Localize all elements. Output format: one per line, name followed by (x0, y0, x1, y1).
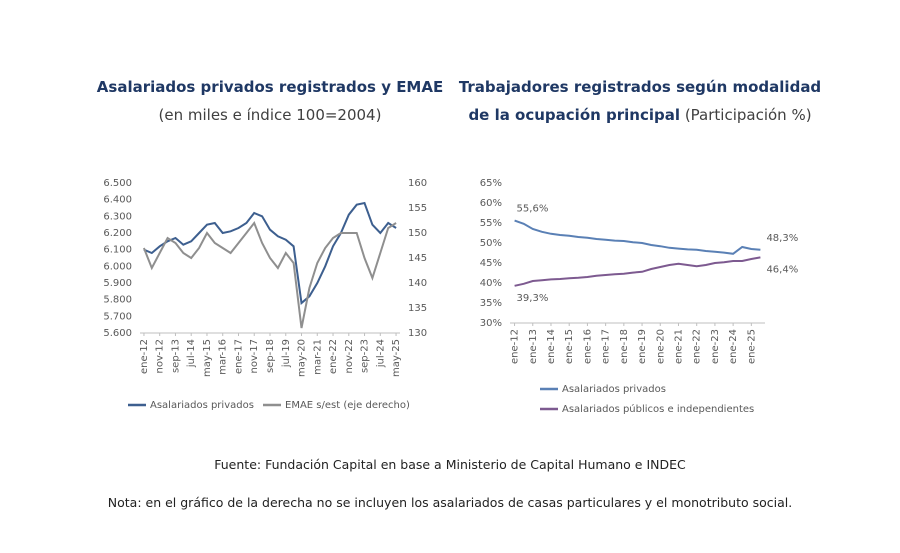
y-tick-label: 6.000 (103, 261, 132, 272)
y-tick-label: 6.200 (103, 228, 132, 239)
chart-title: Trabajadores registrados según modalidad… (458, 78, 822, 124)
chart-subtitle: (Participación %) (684, 106, 812, 124)
x-tick-label: ene-18 (619, 329, 630, 364)
x-tick-label: sep-23 (360, 339, 371, 373)
x-tick-label: may-15 (202, 339, 213, 377)
right-title-block: Trabajadores registrados según modalidad… (455, 73, 825, 129)
y-tick-label: 50% (480, 238, 502, 249)
legend-label: EMAE s/est (eje derecho) (285, 400, 410, 411)
x-tick-label: ene-17 (233, 339, 244, 374)
x-tick-label: ene-12 (510, 329, 521, 364)
data-label: 46,4% (766, 264, 798, 275)
y-tick-label: 6.500 (103, 178, 132, 189)
x-tick-label: jul-19 (281, 339, 292, 368)
x-tick-label: ene-14 (546, 329, 557, 364)
data-label: 48,3% (766, 233, 798, 244)
x-tick-label: ene-25 (746, 329, 757, 364)
x-tick-label: sep-18 (265, 339, 276, 373)
note: Nota: en el gráfico de la derecha no se … (107, 495, 793, 510)
x-tick-label: ene-17 (601, 329, 612, 364)
y2-tick-label: 140 (408, 278, 427, 289)
series-line (514, 219, 761, 255)
y2-tick-label: 145 (408, 253, 427, 264)
x-tick-label: ene-19 (637, 329, 648, 364)
chart-subtitle: (en miles e índice 100=2004) (158, 106, 382, 124)
series-line (142, 221, 397, 329)
y2-tick-label: 135 (408, 303, 427, 314)
y-tick-label: 65% (480, 178, 502, 189)
series-line (143, 201, 397, 305)
source: Fuente: Fundación Capital en base a Mini… (214, 457, 686, 472)
legend-label: Asalariados privados (150, 400, 254, 411)
x-tick-label: jul-14 (186, 339, 197, 368)
x-tick-label: mar-21 (312, 339, 323, 375)
y2-tick-label: 155 (408, 203, 427, 214)
y-tick-label: 5.700 (103, 311, 132, 322)
x-tick-label: ene-15 (564, 329, 575, 364)
series-line (514, 256, 761, 287)
chart-title: Asalariados privados registrados y EMAE (96, 78, 444, 96)
x-tick-label: nov-12 (155, 339, 166, 373)
y-tick-label: 5.900 (103, 278, 132, 289)
y2-tick-label: 150 (408, 228, 427, 239)
legend-label: Asalariados públicos e independientes (562, 403, 754, 415)
y-tick-label: 5.600 (103, 328, 132, 339)
y2-tick-label: 130 (408, 328, 427, 339)
y-tick-label: 30% (480, 318, 502, 329)
x-tick-label: ene-21 (673, 329, 684, 364)
x-tick-label: nov-17 (249, 339, 260, 373)
y-tick-label: 60% (480, 198, 502, 209)
x-tick-label: jul-24 (375, 339, 386, 368)
x-tick-label: ene-24 (728, 329, 739, 364)
y-tick-label: 6.400 (103, 195, 132, 206)
x-tick-label: ene-23 (710, 329, 721, 364)
x-tick-label: ene-16 (582, 329, 593, 364)
y-tick-label: 35% (480, 298, 502, 309)
y-tick-label: 5.800 (103, 295, 132, 306)
y-tick-label: 6.300 (103, 211, 132, 222)
data-label: 39,3% (517, 293, 549, 304)
legend-label: Asalariados privados (562, 384, 666, 395)
y-tick-label: 40% (480, 278, 502, 289)
x-tick-label: mar-16 (218, 339, 229, 375)
x-tick-label: ene-22 (692, 329, 703, 364)
y2-tick-label: 160 (408, 178, 427, 189)
x-tick-label: ene-13 (528, 329, 539, 364)
data-label: 55,6% (517, 204, 549, 215)
x-tick-label: ene-20 (655, 329, 666, 364)
x-tick-label: may-20 (297, 339, 308, 377)
x-tick-label: ene-22 (328, 339, 339, 374)
y-tick-label: 55% (480, 218, 502, 229)
x-tick-label: ene-12 (139, 339, 150, 374)
y-tick-label: 45% (480, 258, 502, 269)
left-title-block: Asalariados privados registrados y EMAE … (95, 73, 445, 129)
x-tick-label: nov-22 (344, 339, 355, 373)
y-tick-label: 6.100 (103, 245, 132, 256)
x-tick-label: may-25 (391, 339, 402, 377)
x-tick-label: sep-13 (170, 339, 181, 373)
